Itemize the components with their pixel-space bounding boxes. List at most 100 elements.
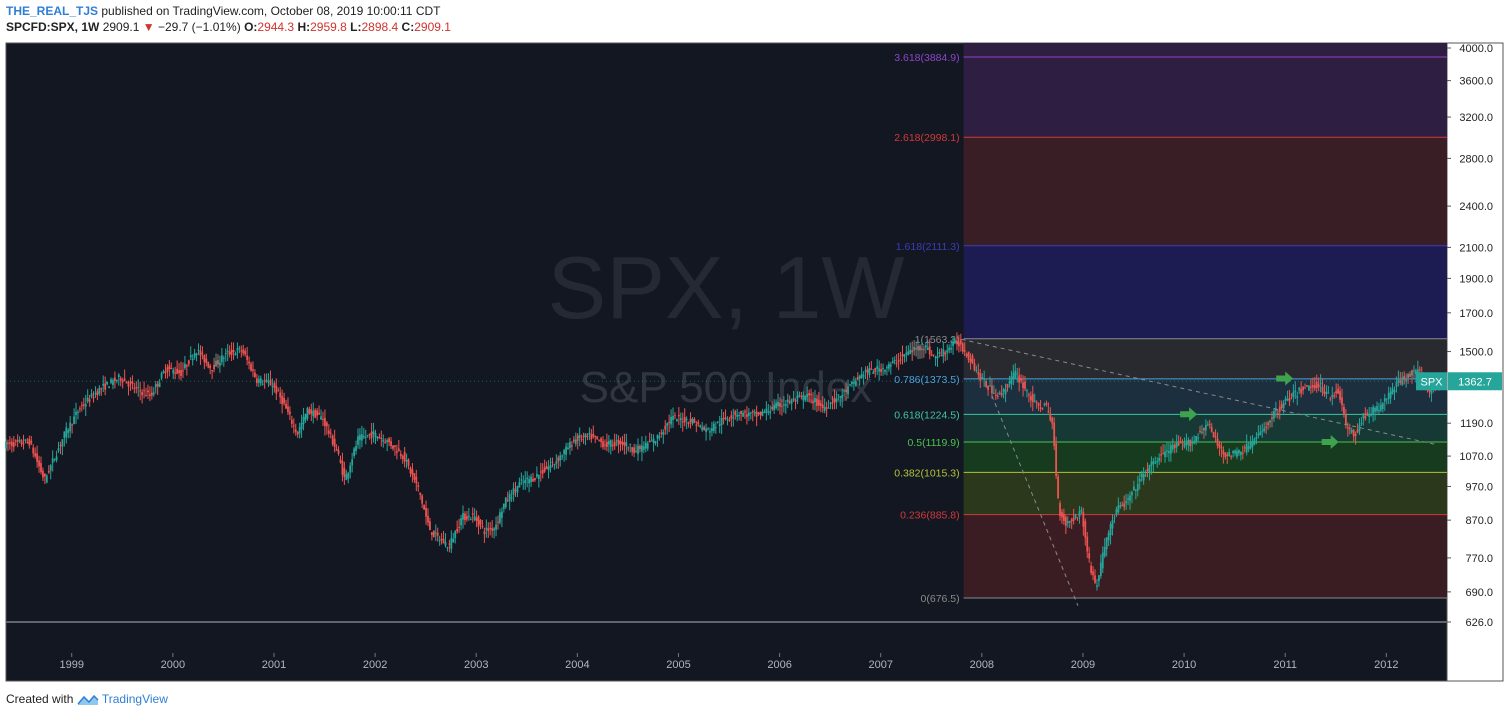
candle-body [712,423,715,431]
candle-body [1127,498,1129,500]
candle-body [1115,509,1118,515]
candle-body [1341,397,1343,405]
x-tick-label: 2002 [363,659,387,671]
fib-level-label: 2.618(2998.1) [894,132,959,144]
candle-body [90,393,93,397]
candle-body [219,362,221,366]
candle-body [1138,479,1141,482]
candle-body [1039,407,1042,409]
candle-body [312,410,315,417]
y-tick-label: 870.0 [1465,515,1493,527]
candle-body [734,411,737,416]
candle-body [436,532,439,536]
candle-body [106,381,109,385]
candle-body [360,434,363,441]
candle-body [1263,428,1266,432]
candle-body [359,434,361,441]
candle-body [1171,444,1174,450]
candle-body [366,434,369,436]
candle-body [1395,382,1398,387]
right-arrow-icon[interactable] [1276,371,1294,386]
candle-body [940,355,943,357]
candle-body [226,350,229,352]
candle-body [1000,392,1003,396]
candle-body [1329,398,1332,400]
candle-body [1022,382,1024,388]
candle-body [1018,375,1021,383]
candle-body [878,368,881,372]
candle-body [1031,394,1034,403]
candle-body [609,440,612,447]
candle-body [1321,386,1324,393]
price-badge[interactable] [1448,372,1502,391]
candle-body [1121,504,1124,506]
candle-body [296,431,299,435]
tradingview-brand-link[interactable]: TradingView [101,692,168,706]
candle-body [794,400,797,402]
fib-zone [963,472,1447,515]
candle-body [1364,416,1367,419]
author-link[interactable]: THE_REAL_TJS [6,4,99,18]
candle-body [283,397,285,404]
candle-body [1140,473,1143,478]
candle-body [541,469,544,474]
candle-body [1179,441,1182,444]
candle-body [860,373,863,379]
candle-body [401,455,404,460]
chart-border [5,42,1504,682]
candle-body [1148,465,1151,473]
candle-body [73,416,75,425]
candle-body [362,435,365,438]
candle-body [1131,492,1133,496]
candle-body [1107,532,1110,541]
candle-body [1006,383,1009,388]
trendline[interactable] [991,395,1079,606]
candle-body [143,390,145,392]
candle-body [1002,389,1005,392]
candle-body [100,388,103,390]
candle-body [271,386,274,388]
candle-body [244,351,247,355]
candle-body [77,411,79,413]
trendline[interactable] [961,338,1437,446]
low-label: L: [350,20,362,34]
candle-body [1105,537,1108,550]
fib-zone [963,338,1447,379]
candle-body [1362,413,1365,418]
candle-body [759,411,762,416]
candle-body [1033,400,1036,402]
candle-body [1296,396,1299,398]
candle-body [617,439,620,446]
candle-body [304,413,307,421]
right-arrow-icon[interactable] [1180,407,1198,422]
candle-body [119,378,122,381]
candle-body [197,350,200,352]
candle-body [1407,374,1410,378]
candle-body [800,396,803,398]
symbol-badge[interactable] [1416,372,1447,391]
candle-body [687,422,690,424]
candle-body [329,432,332,434]
candle-body [1247,446,1250,450]
candle-body [160,373,163,379]
candle-body [882,367,884,369]
candle-body [1086,536,1089,552]
candle-body [94,393,97,395]
candle-body [479,520,482,525]
candle-body [477,516,480,527]
candle-body [1212,431,1215,438]
candle-body [973,363,976,371]
candle-body [322,418,324,420]
candle-body [551,461,554,463]
candle-body [137,387,140,389]
candle-body [936,355,939,359]
candle-body [96,391,99,396]
candle-body [981,377,984,379]
right-arrow-icon[interactable] [1321,434,1339,449]
candle-body [1403,375,1406,380]
candle-body [928,346,931,355]
candle-body [662,431,665,435]
candle-body [720,417,723,426]
candle-body [753,412,756,414]
